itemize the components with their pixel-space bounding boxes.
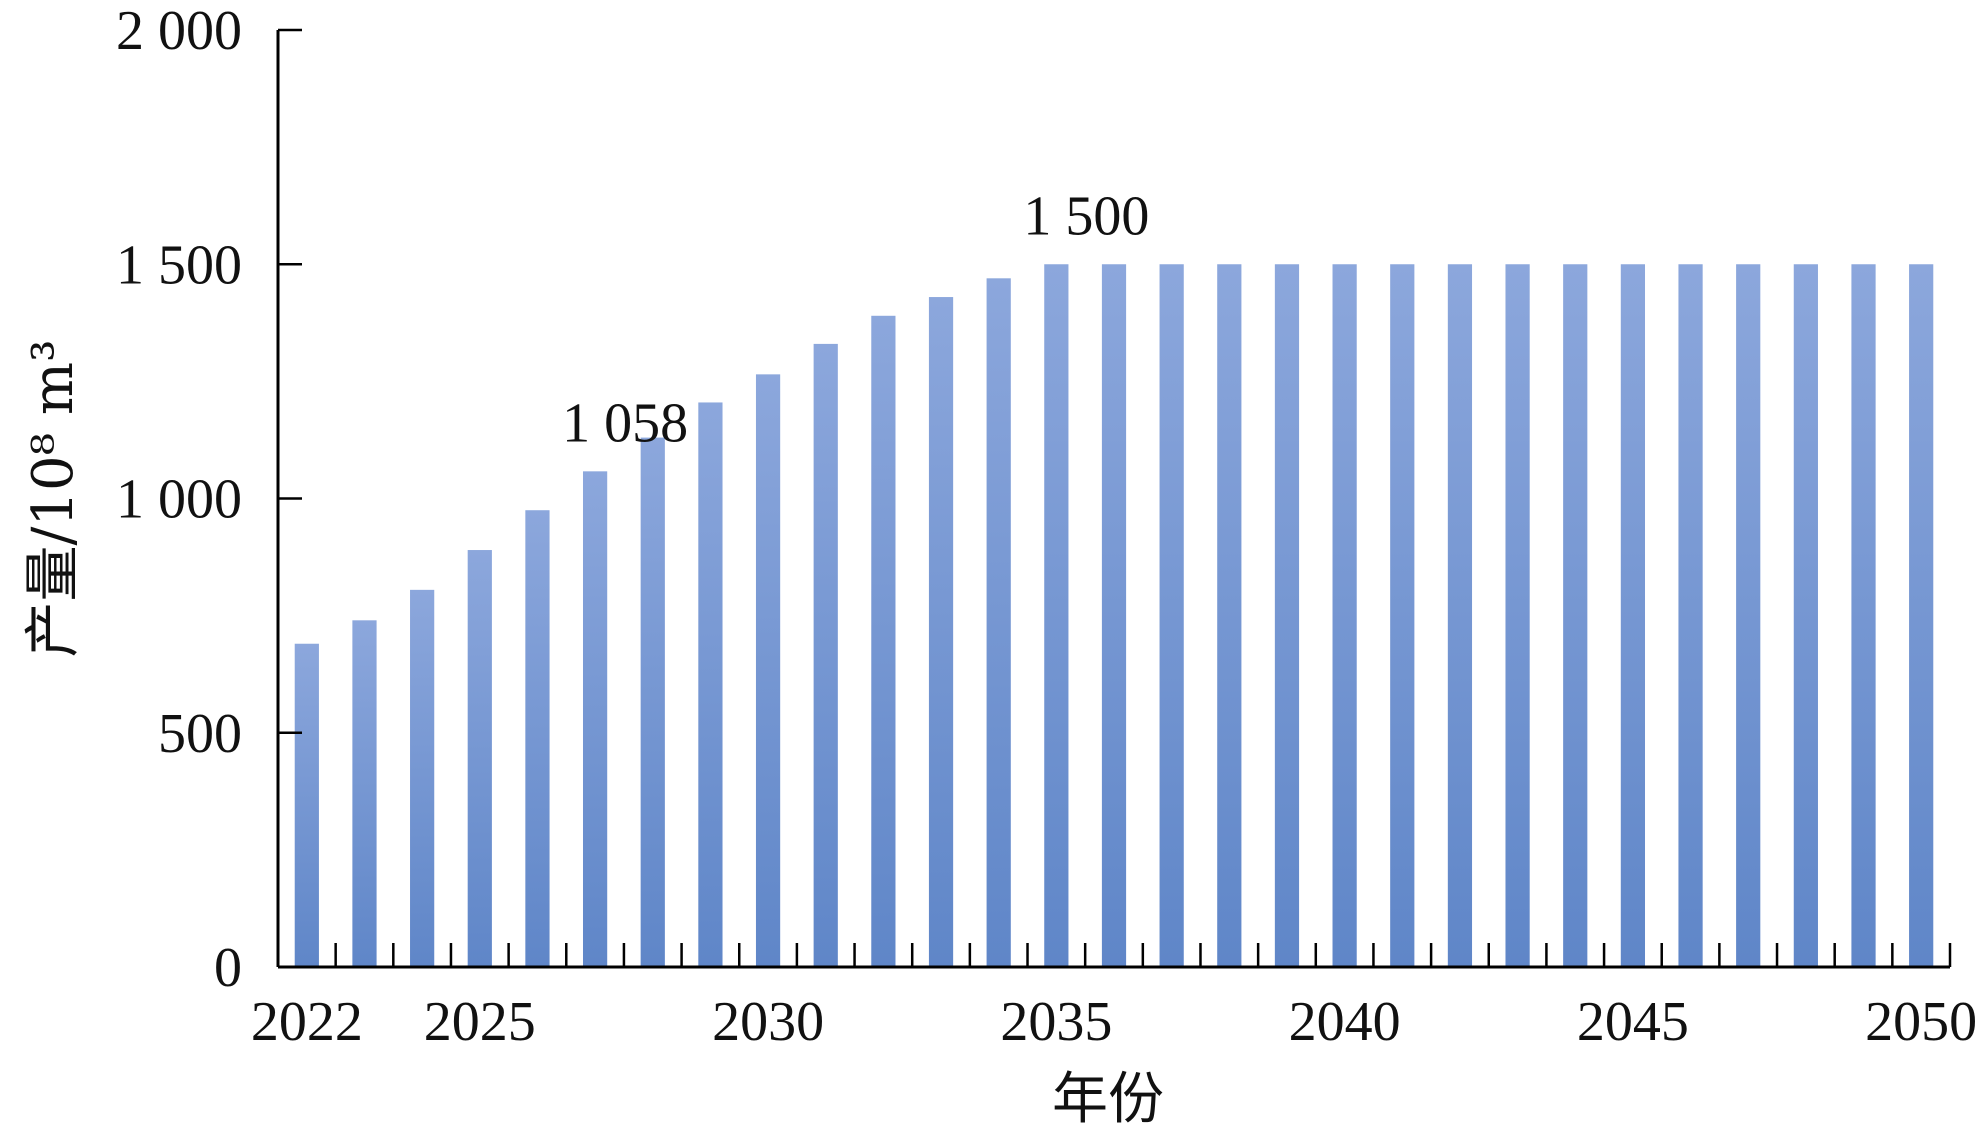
bar-2047	[1736, 264, 1761, 967]
data-labels: 1 058 1 500	[562, 185, 1149, 454]
bar-2034	[986, 278, 1011, 967]
x-axis-ticks: 2022 2025 2030 2035 2040 2045 2050	[251, 943, 1977, 1053]
bar-2035	[1044, 264, 1069, 967]
bar-2036	[1101, 264, 1127, 967]
bar-2031	[813, 343, 838, 967]
y-axis-title: 产量/10⁸ m³	[21, 340, 86, 658]
y-axis-ticks: 0 500 1 000 1 500 2 000	[116, 0, 302, 999]
bar-2023	[352, 620, 377, 967]
bar-2032	[871, 315, 896, 967]
bar-2038	[1217, 264, 1242, 967]
bar-2033	[928, 297, 954, 967]
bar-2050	[1909, 264, 1934, 967]
bar-2024	[410, 589, 435, 967]
x-tick-label-2035: 2035	[1000, 991, 1112, 1053]
data-label-2035: 1 500	[1023, 185, 1149, 247]
x-tick-label-2040: 2040	[1289, 991, 1401, 1053]
bar-2025	[467, 550, 492, 967]
bar-2030	[755, 374, 781, 967]
y-tick-label: 2 000	[116, 0, 242, 62]
bar-2042	[1447, 264, 1473, 967]
bar-2043	[1505, 264, 1530, 967]
data-label-2027: 1 058	[562, 392, 688, 454]
y-tick-label: 1 000	[116, 469, 242, 531]
bar-2039	[1274, 264, 1300, 967]
x-axis-title: 年份	[1052, 1067, 1164, 1132]
bar-2026	[525, 510, 550, 967]
bar-2040	[1332, 264, 1357, 967]
bar-2029	[698, 402, 723, 967]
bar-2044	[1563, 264, 1588, 967]
bar-2045	[1620, 264, 1646, 967]
y-tick-label: 1 500	[116, 234, 242, 296]
bar-2027	[582, 471, 608, 967]
bar-2022	[294, 643, 319, 967]
y-tick-label: 500	[158, 703, 242, 765]
bar-2046	[1678, 264, 1703, 967]
bar-2048	[1793, 264, 1818, 967]
bar-2037	[1159, 264, 1184, 967]
x-tick-label-2045: 2045	[1577, 991, 1689, 1053]
x-tick-label-2025: 2025	[424, 991, 536, 1053]
y-tick-label: 0	[214, 937, 242, 999]
x-tick-label-2050: 2050	[1865, 991, 1977, 1053]
bar-2028	[640, 437, 665, 968]
bar-2041	[1390, 264, 1415, 967]
bar-series	[294, 264, 1934, 968]
x-tick-label-2030: 2030	[712, 991, 824, 1053]
x-tick-label-2022: 2022	[251, 991, 363, 1053]
bar-2049	[1851, 264, 1876, 967]
